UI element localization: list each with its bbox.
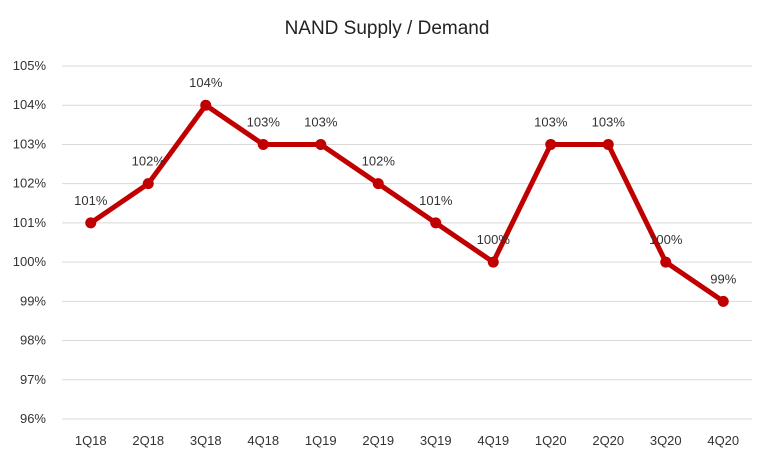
data-point xyxy=(85,217,97,229)
y-tick-label: 97% xyxy=(20,372,46,387)
y-tick-label: 100% xyxy=(13,254,47,269)
gridlines xyxy=(62,65,752,420)
x-tick-label: 3Q18 xyxy=(190,433,222,448)
x-tick-label: 4Q19 xyxy=(477,433,509,448)
x-tick-label: 1Q18 xyxy=(75,433,107,448)
y-tick-label: 103% xyxy=(13,136,47,151)
data-label: 103% xyxy=(247,114,281,129)
data-point xyxy=(660,256,672,268)
data-point xyxy=(372,178,384,190)
y-tick-label: 101% xyxy=(13,215,47,230)
data-point xyxy=(545,138,557,150)
y-tick-label: 105% xyxy=(13,58,47,73)
y-tick-label: 98% xyxy=(20,333,46,348)
x-tick-label: 3Q20 xyxy=(650,433,682,448)
x-axis: 1Q18 2Q18 3Q18 4Q18 1Q19 2Q19 3Q19 4Q19 1Q20 2Q20… xyxy=(75,433,739,448)
plot-area xyxy=(85,99,729,307)
data-point xyxy=(717,295,729,307)
x-tick-label: 2Q19 xyxy=(362,433,394,448)
data-point xyxy=(315,138,327,150)
data-label: 102% xyxy=(362,154,396,169)
y-tick-label: 96% xyxy=(20,411,46,426)
data-point xyxy=(200,99,212,111)
y-axis: 96% 97% 98% 99% 100% 101% 102% 103% 104% 105% xyxy=(13,58,47,426)
data-label: 101% xyxy=(419,193,453,208)
series-line xyxy=(88,102,726,304)
x-tick-label: 3Q19 xyxy=(420,433,452,448)
data-label: 99% xyxy=(710,271,736,286)
x-tick-label: 1Q19 xyxy=(305,433,337,448)
x-tick-label: 2Q20 xyxy=(592,433,624,448)
data-label: 102% xyxy=(132,154,166,169)
y-tick-label: 104% xyxy=(13,97,47,112)
data-point xyxy=(257,138,269,150)
data-label: 100% xyxy=(649,232,683,247)
data-label: 103% xyxy=(534,114,568,129)
y-tick-label: 99% xyxy=(20,293,46,308)
x-tick-label: 1Q20 xyxy=(535,433,567,448)
y-tick-label: 102% xyxy=(13,176,47,191)
chart-title: NAND Supply / Demand xyxy=(285,18,490,39)
data-labels: 101% 102% 104% 103% 103% 102% 101% 100% 103% 103%… xyxy=(74,75,737,286)
data-label: 100% xyxy=(477,232,511,247)
data-label: 103% xyxy=(592,114,626,129)
x-tick-label: 4Q18 xyxy=(247,433,279,448)
data-label: 104% xyxy=(189,75,223,90)
x-tick-label: 4Q20 xyxy=(707,433,739,448)
data-point xyxy=(487,256,499,268)
data-point xyxy=(142,178,154,190)
data-label: 103% xyxy=(304,114,338,129)
data-point xyxy=(430,217,442,229)
data-point xyxy=(602,138,614,150)
x-tick-label: 2Q18 xyxy=(132,433,164,448)
data-label: 101% xyxy=(74,193,108,208)
